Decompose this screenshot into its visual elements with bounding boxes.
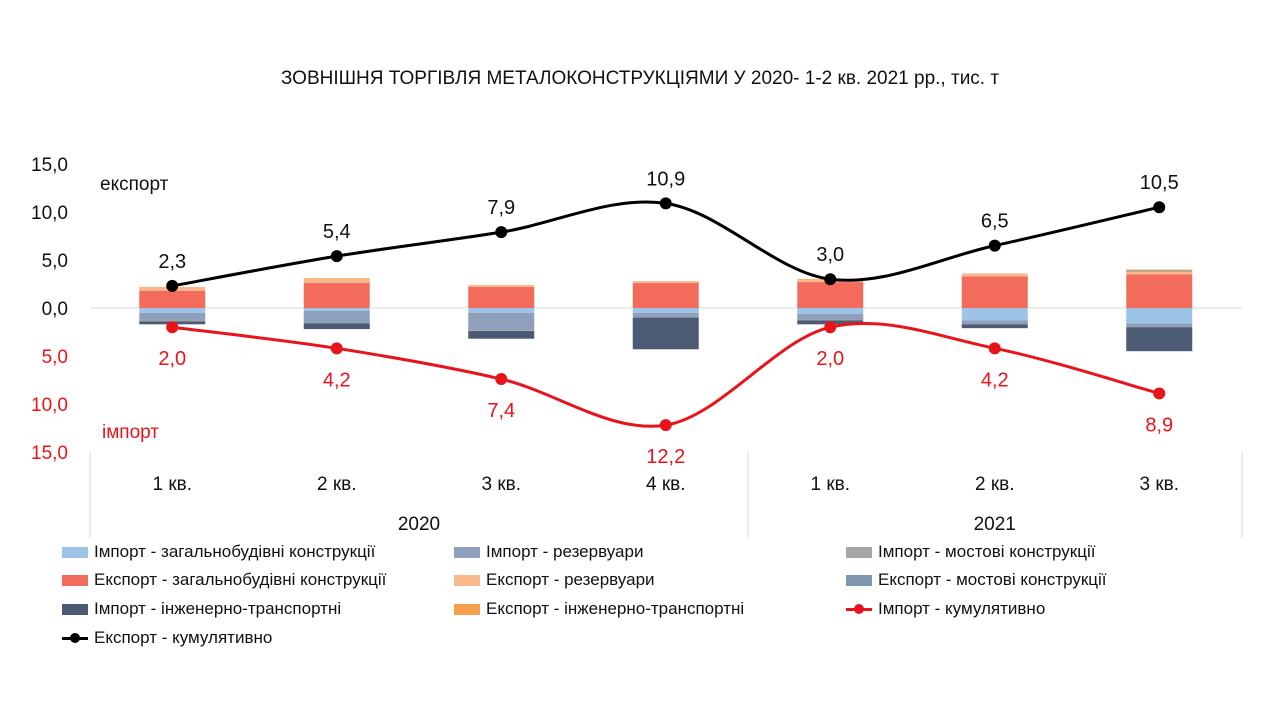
bar-segment <box>1126 327 1193 352</box>
x-tick-label: 2 кв. <box>317 474 357 495</box>
bar-segment <box>961 273 1028 277</box>
data-label: 7,4 <box>487 400 515 422</box>
data-label: 3,0 <box>816 244 844 266</box>
bar-segment <box>961 308 1028 321</box>
bar-segment <box>303 279 370 284</box>
bar-segment <box>468 330 535 332</box>
y-tick-label: 15,0 <box>31 155 68 176</box>
axis-layer: 15,0 10,0 5,0 0,0 5,0 10,0 15,0 1 кв. 2 кв. 3 кв.… <box>31 155 1243 538</box>
data-label: 5,4 <box>323 221 351 243</box>
x-tick-label: 3 кв. <box>1139 474 1179 495</box>
line-point <box>659 419 672 432</box>
bar-segment <box>632 312 699 318</box>
bar-segment <box>797 308 864 314</box>
bar-segment <box>303 283 370 308</box>
line-point <box>330 342 343 355</box>
bar-segment <box>468 312 535 331</box>
bar-segment <box>1126 323 1193 328</box>
data-label: 12,2 <box>646 446 685 468</box>
data-label: 4,2 <box>323 369 351 391</box>
line-point <box>166 321 179 334</box>
line-point <box>988 342 1001 355</box>
y-tick-label: 10,0 <box>31 203 68 224</box>
chart-title: ЗОВНІШНЯ ТОРГІВЛЯ МЕТАЛОКОНСТРУКЦІЯМИ У … <box>281 68 999 89</box>
line-point <box>824 273 837 286</box>
bars-layer <box>139 269 1193 352</box>
bar-segment <box>139 308 206 313</box>
data-label: 2,3 <box>158 251 186 273</box>
bar-segment <box>797 313 864 320</box>
data-label: 8,9 <box>1145 414 1173 436</box>
data-label: 6,5 <box>981 211 1009 233</box>
line-point <box>166 279 179 292</box>
bar-segment <box>468 331 535 339</box>
line-point <box>988 239 1001 252</box>
bar-segment <box>303 308 370 311</box>
bar-segment <box>1126 308 1193 324</box>
bar-segment <box>797 282 864 308</box>
line-point <box>495 373 508 386</box>
labels-layer: 2,0 4,2 7,4 12,2 2,0 4,2 8,9 2,3 5,4 7,9 10,9 3,0 6,… <box>158 168 1178 468</box>
bar-segment <box>303 310 370 324</box>
bar-segment <box>468 308 535 313</box>
bar-segment <box>632 308 699 313</box>
x-tick-label: 2 кв. <box>975 474 1015 495</box>
bar-segment <box>468 284 535 287</box>
data-label: 4,2 <box>981 369 1009 391</box>
line-point <box>330 250 343 263</box>
bar-segment <box>1126 270 1193 272</box>
y-tick-label: 5,0 <box>42 347 68 368</box>
line-point <box>824 321 837 334</box>
y-tick-label: 15,0 <box>31 443 68 464</box>
bar-segment <box>961 276 1028 308</box>
y-tick-label: 0,0 <box>42 299 68 320</box>
import-annotation: імпорт <box>102 422 159 443</box>
data-label: 7,9 <box>487 197 515 219</box>
bar-segment <box>632 281 699 284</box>
y-tick-label: 10,0 <box>31 395 68 416</box>
bar-segment <box>797 319 864 321</box>
data-label: 2,0 <box>158 348 186 370</box>
bar-segment <box>468 286 535 308</box>
x-tick-label: 3 кв. <box>481 474 521 495</box>
bar-segment <box>1126 271 1193 275</box>
bar-segment <box>1126 269 1193 271</box>
bar-segment <box>961 324 1028 329</box>
year-group-label: 2021 <box>974 514 1016 535</box>
line-point <box>495 226 508 239</box>
export-annotation: експорт <box>100 174 169 195</box>
bar-segment <box>632 283 699 308</box>
data-label: 2,0 <box>816 348 844 370</box>
bar-segment <box>139 320 206 322</box>
bar-segment <box>139 312 206 321</box>
x-tick-label: 1 кв. <box>810 474 850 495</box>
y-tick-label: 5,0 <box>42 251 68 272</box>
x-tick-label: 1 кв. <box>152 474 192 495</box>
line-point <box>659 197 672 210</box>
bar-segment <box>303 278 370 280</box>
data-label: 10,9 <box>646 168 685 190</box>
x-tick-label: 4 кв. <box>646 474 686 495</box>
bar-segment <box>303 323 370 330</box>
bar-segment <box>139 290 206 308</box>
year-group-label: 2020 <box>398 514 440 535</box>
bar-segment <box>1126 274 1193 308</box>
bar-segment <box>632 317 699 350</box>
line-point <box>1153 201 1166 214</box>
data-label: 10,5 <box>1140 172 1179 194</box>
line-point <box>1153 387 1166 400</box>
export-cumulative-line <box>171 200 1160 288</box>
lines-layer <box>166 197 1166 432</box>
bar-segment <box>961 320 1028 325</box>
